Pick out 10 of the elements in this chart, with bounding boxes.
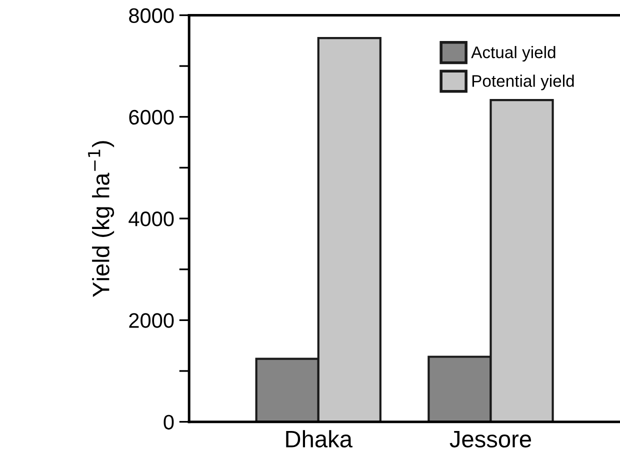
legend-label: Potential yield xyxy=(472,74,574,90)
y-axis-title: Yield (kg ha$^{−1}$) xyxy=(88,141,114,297)
legend-label: Actual yield xyxy=(471,46,556,62)
y-tick-label: 2000 xyxy=(129,313,174,328)
x-tick-label: Jessore xyxy=(450,431,532,448)
y-tick-label: 6000 xyxy=(129,110,174,125)
y-tick-label: 0 xyxy=(164,414,174,430)
x-tick-label: Dhaka xyxy=(286,430,352,448)
y-tick-label: 4000 xyxy=(128,212,174,226)
y-tick-label: 8000 xyxy=(129,8,174,23)
